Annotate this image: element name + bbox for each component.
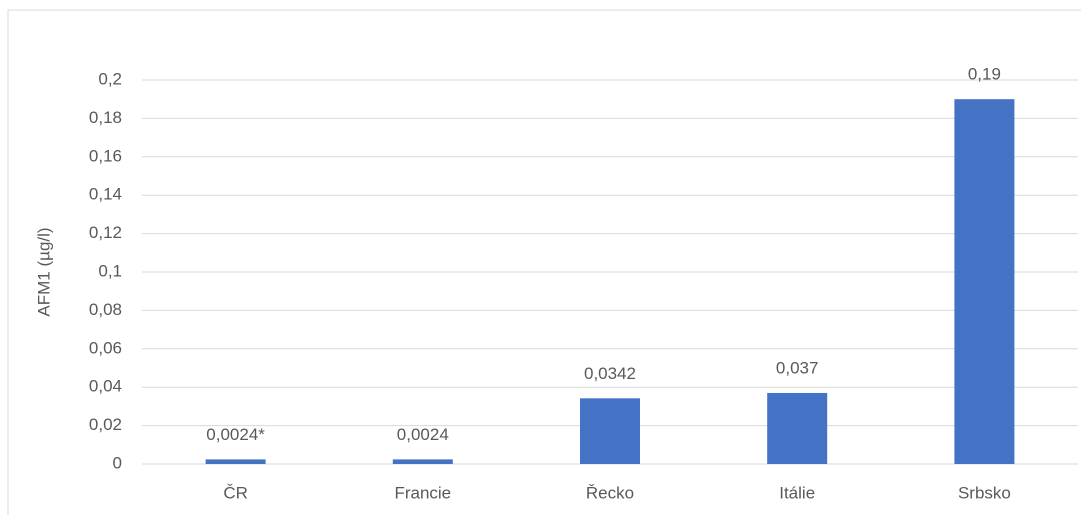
y-tick-label: 0,2: [98, 69, 122, 88]
y-tick-label: 0,12: [89, 223, 122, 242]
x-tick-label: ČR: [223, 483, 248, 502]
y-axis-label: AFM1 (µg/l): [34, 227, 53, 316]
data-label: 0,19: [968, 65, 1001, 84]
bar: [954, 99, 1015, 464]
bar: [767, 392, 828, 464]
data-label: 0,037: [776, 358, 819, 377]
chart-frame: [7, 9, 1081, 515]
bar: [205, 459, 266, 464]
y-tick-label: 0,02: [89, 415, 122, 434]
y-tick-label: 0,16: [89, 146, 122, 165]
y-tick-label: 0,04: [89, 377, 122, 396]
y-tick-label: 0: [113, 453, 122, 472]
y-tick-label: 0,1: [98, 261, 122, 280]
data-label: 0,0024: [397, 425, 449, 444]
y-tick-label: 0,06: [89, 338, 122, 357]
bar: [392, 459, 453, 464]
x-tick-label: Itálie: [779, 483, 815, 502]
data-label: 0,0342: [584, 364, 636, 383]
x-tick-label: Francie: [394, 483, 451, 502]
y-tick-label: 0,14: [89, 185, 122, 204]
y-tick-label: 0,08: [89, 300, 122, 319]
bar: [580, 398, 640, 464]
x-tick-label: Srbsko: [958, 483, 1011, 502]
y-tick-label: 0,18: [89, 108, 122, 127]
x-tick-label: Řecko: [586, 483, 634, 502]
data-label: 0,0024*: [206, 425, 265, 444]
